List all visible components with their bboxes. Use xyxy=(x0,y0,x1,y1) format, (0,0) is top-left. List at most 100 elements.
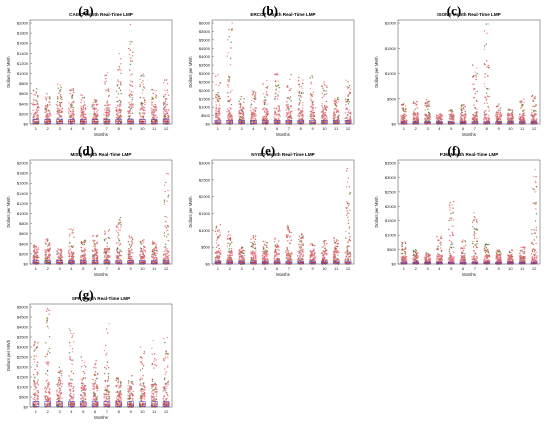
outlier-point xyxy=(215,110,216,111)
outlier-point xyxy=(118,219,119,220)
outlier-point xyxy=(335,103,336,104)
outlier-point xyxy=(229,79,230,80)
y-tick-label: $5500 xyxy=(199,29,211,34)
outlier-point xyxy=(141,250,143,252)
outlier-point xyxy=(299,111,301,113)
outlier-point xyxy=(120,217,121,218)
outlier-point xyxy=(34,253,36,255)
y-tick-label: $600 xyxy=(19,231,29,236)
outlier-point xyxy=(288,110,290,112)
y-axis-label: Dollars per MWh xyxy=(6,56,11,88)
outlier-point xyxy=(218,110,220,112)
outlier-point xyxy=(80,247,81,248)
outlier-point xyxy=(324,84,325,85)
outlier-point xyxy=(164,184,165,185)
outlier-point xyxy=(36,259,37,260)
outlier-point xyxy=(499,115,501,117)
outlier-point xyxy=(227,79,228,80)
outlier-point xyxy=(215,117,217,119)
outlier-point xyxy=(512,111,513,112)
outlier-point xyxy=(93,120,94,121)
outlier-point xyxy=(36,253,37,254)
outlier-point xyxy=(215,107,217,109)
x-tick-label: 5 xyxy=(264,266,267,271)
outlier-point xyxy=(167,92,168,93)
outlier-point xyxy=(117,236,118,237)
outlier-point xyxy=(279,108,281,110)
outlier-point xyxy=(463,108,464,109)
outlier-point xyxy=(465,106,466,107)
outlier-point xyxy=(120,109,122,111)
outlier-point xyxy=(128,107,130,109)
outlier-point xyxy=(132,81,133,82)
x-tick-label: 11 xyxy=(152,126,157,131)
outlier-point xyxy=(130,61,131,62)
outlier-point xyxy=(326,87,327,88)
outlier-point xyxy=(484,64,485,65)
outlier-point xyxy=(156,98,157,99)
outlier-point xyxy=(476,108,477,109)
outlier-point xyxy=(487,106,488,107)
outlier-point xyxy=(496,111,497,112)
outlier-point xyxy=(120,70,121,71)
outlier-point xyxy=(230,108,232,110)
outlier-point xyxy=(46,258,47,259)
x-tick-label: 9 xyxy=(129,266,132,271)
outlier-point xyxy=(93,235,94,236)
outlier-point xyxy=(166,230,167,231)
x-tick-label: 12 xyxy=(164,126,169,131)
outlier-point xyxy=(47,120,48,121)
outlier-point xyxy=(132,99,133,100)
outlier-point xyxy=(152,249,154,251)
outlier-point xyxy=(81,99,82,100)
x-tick-label: 10 xyxy=(322,266,327,271)
x-tick-label: 2 xyxy=(415,126,418,131)
outlier-point xyxy=(226,111,228,113)
outlier-point xyxy=(427,102,428,103)
outlier-point xyxy=(105,90,106,91)
outlier-point xyxy=(402,109,403,110)
plot-frame xyxy=(212,20,354,124)
outlier-point xyxy=(507,114,509,116)
outlier-point xyxy=(474,117,476,119)
outlier-point xyxy=(168,195,169,196)
outlier-point xyxy=(240,109,242,111)
outlier-point xyxy=(242,117,244,119)
outlier-point xyxy=(425,119,427,121)
y-tick-label: $800 xyxy=(19,221,29,226)
outlier-point xyxy=(128,256,129,257)
outlier-point xyxy=(120,58,121,59)
outlier-point xyxy=(312,77,313,78)
outlier-point xyxy=(58,252,60,254)
outlier-point xyxy=(338,112,340,114)
outlier-point xyxy=(57,101,58,102)
outlier-point xyxy=(118,222,119,223)
outlier-point xyxy=(215,231,216,232)
outlier-point xyxy=(33,251,35,253)
outlier-point xyxy=(286,104,287,105)
outlier-point xyxy=(117,105,118,106)
outlier-point xyxy=(143,86,144,87)
outlier-point xyxy=(289,98,290,99)
outlier-point xyxy=(120,73,121,74)
outlier-point xyxy=(531,109,532,110)
outlier-point xyxy=(153,255,155,257)
chart-miso: MISO Month Real-Time LMP$0$200$400$600$8… xyxy=(0,140,180,280)
outlier-point xyxy=(425,109,426,110)
y-tick-label: $3500 xyxy=(199,63,211,68)
outlier-point xyxy=(507,113,508,114)
y-tick-label: $200 xyxy=(19,251,29,256)
outlier-point xyxy=(73,92,74,93)
outlier-point xyxy=(60,105,62,107)
y-tick-label: $4500 xyxy=(199,46,211,51)
outlier-point xyxy=(104,83,105,84)
outlier-point xyxy=(345,99,346,100)
outlier-point xyxy=(115,107,117,109)
outlier-point xyxy=(238,115,240,117)
outlier-point xyxy=(45,251,47,253)
outlier-point xyxy=(312,103,313,104)
outlier-point xyxy=(129,110,131,112)
outlier-point xyxy=(274,74,275,75)
x-tick-label: 5 xyxy=(264,126,267,131)
outlier-point xyxy=(453,114,455,116)
